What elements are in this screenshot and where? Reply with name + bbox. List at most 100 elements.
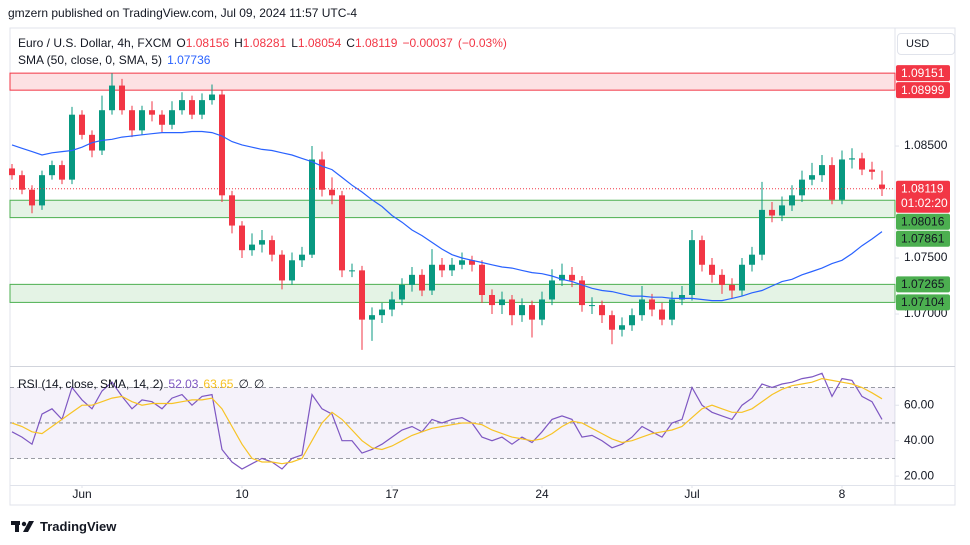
candle-body [249, 244, 255, 251]
candle-body [69, 114, 75, 180]
candle-body [839, 159, 845, 200]
price-label-box [896, 276, 950, 293]
candle-body [719, 274, 725, 285]
candle-body [619, 325, 625, 330]
y-tick-label: 60.00 [904, 397, 934, 411]
candle-body [59, 165, 65, 180]
candle-body [389, 299, 395, 310]
zone [9, 283, 896, 303]
rsi-line [11, 377, 883, 465]
candle-body [469, 260, 475, 265]
candle-body [419, 274, 425, 291]
candle-body [199, 100, 205, 115]
candle-body [99, 110, 105, 151]
candle-body [599, 305, 605, 316]
rsi-legend: RSI (14, close, SMA, 14, 2) 52.03 63.65 ∅ ∅ [18, 376, 269, 392]
candle-body [589, 305, 595, 307]
candle-body [489, 295, 495, 306]
candle-body [369, 315, 375, 320]
candle-body [849, 158, 855, 160]
candle-body [319, 159, 325, 190]
candle-body [799, 179, 805, 196]
zone [9, 72, 896, 91]
ohlc-value: 1.08119 [354, 36, 398, 50]
x-tick-label: Jul [684, 487, 699, 501]
candle-body [519, 305, 525, 316]
candle-body [309, 159, 315, 255]
candle-body [129, 110, 135, 131]
candle-body [49, 165, 55, 176]
candle-body [829, 165, 835, 200]
candle-body [629, 315, 635, 326]
x-tick-label: Jun [72, 487, 91, 501]
y-tick-label: 40.00 [904, 433, 934, 447]
y-tick-label: 20.00 [904, 468, 934, 482]
candle-body [549, 280, 555, 300]
candle-body [869, 169, 875, 172]
sma-legend: SMA (50, close, 0, SMA, 5) 1.07736 [18, 52, 215, 68]
publisher-line: gmzern published on TradingView.com, Jul… [8, 6, 358, 20]
candle-body [679, 295, 685, 300]
candle-body [879, 184, 885, 189]
candle-body [19, 175, 25, 190]
change-value: −0.00037 [402, 36, 453, 50]
candle-body [479, 264, 485, 296]
candle-body [269, 240, 275, 255]
candle-body [459, 260, 465, 265]
candle-body [809, 175, 815, 180]
candle-body [189, 100, 195, 115]
ohlc-prefix: C [346, 36, 355, 50]
candle-body [749, 254, 755, 265]
candle-body [439, 264, 445, 271]
countdown-label: 01:02:20 [901, 196, 948, 210]
logo-icon [11, 521, 34, 532]
price-label: 1.08999 [901, 83, 945, 97]
sma-value: 1.07736 [167, 53, 211, 67]
candle-body [279, 254, 285, 281]
currency-button[interactable]: USD [897, 33, 955, 55]
footer: TradingView [10, 518, 116, 534]
candle-body [569, 274, 575, 281]
change-percent: (−0.03%) [457, 36, 507, 50]
candle-body [399, 284, 405, 300]
candle-body [39, 175, 45, 206]
candle-body [159, 114, 165, 125]
candle-body [229, 195, 235, 226]
candle-body [359, 270, 365, 320]
candle-body [769, 209, 775, 216]
sma-title: SMA (50, close, 0, SMA, 5) [18, 53, 163, 67]
candle-body [499, 299, 505, 306]
rsi-na: ∅ [238, 377, 249, 391]
price-label: 1.07861 [901, 231, 945, 245]
candle-body [449, 264, 455, 271]
price-label: 1.09151 [901, 66, 945, 80]
candle-body [79, 114, 85, 135]
sma-line [11, 130, 883, 302]
candle-body [209, 94, 215, 101]
ohlc-value: 1.08281 [242, 36, 287, 50]
candle-body [9, 168, 15, 176]
candle-body [689, 240, 695, 296]
y-tick-label: 1.07500 [904, 250, 948, 264]
candle-body [179, 100, 185, 111]
candle-body [379, 309, 385, 316]
candle-body [409, 274, 415, 285]
price-label-box [896, 65, 950, 82]
candle-body [659, 309, 665, 320]
rsi-title: RSI (14, close, SMA, 14, 2) [18, 377, 164, 391]
x-tick-label: 8 [839, 487, 846, 501]
candle-body [779, 205, 785, 216]
candle-body [819, 165, 825, 176]
price-label: 1.08119 [901, 181, 944, 195]
price-legend: Euro / U.S. Dollar, 4h, FXCM O 1.08156 H 1.0… [18, 35, 512, 51]
footer-brand: TradingView [40, 518, 117, 534]
x-tick-label: 10 [235, 487, 249, 501]
chart-frame [9, 27, 956, 506]
candle-body [109, 85, 115, 111]
candle-body [339, 195, 345, 271]
price-label: 1.07104 [901, 295, 945, 309]
candle-body [239, 225, 245, 251]
price-label-box [896, 230, 950, 247]
